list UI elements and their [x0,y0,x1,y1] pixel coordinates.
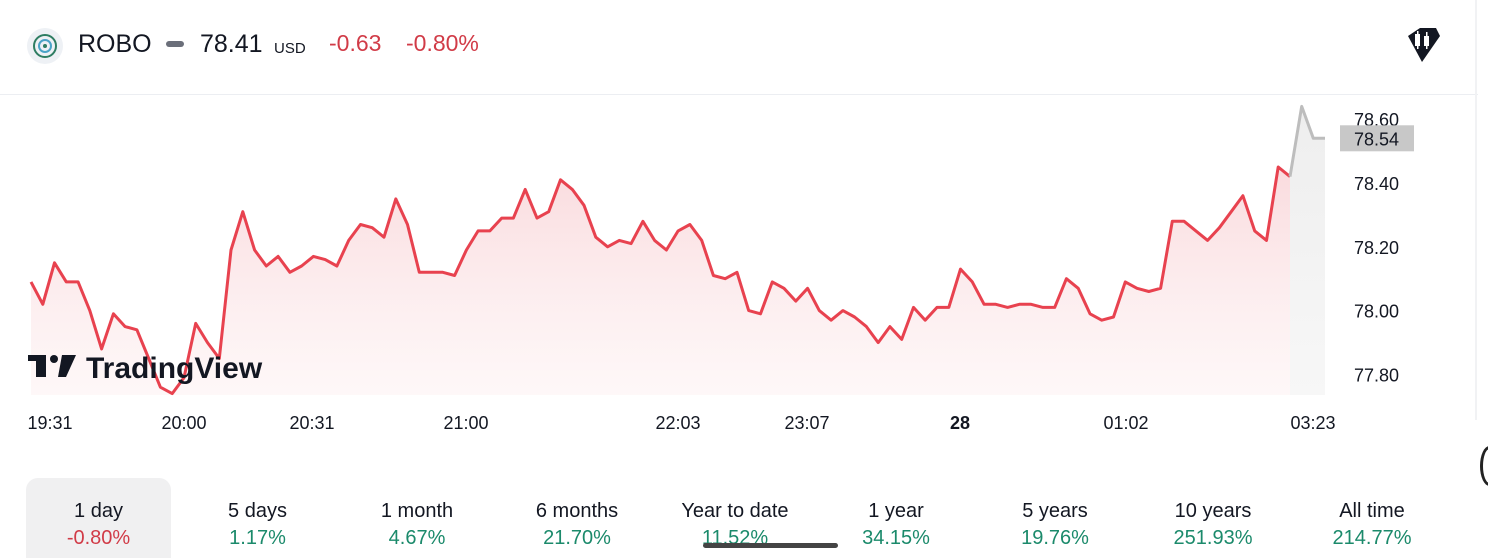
x-tick-label: 03:23 [1290,413,1335,433]
watermark-text: TradingView [86,352,263,385]
price-change-percent: -0.80% [406,30,479,56]
panel-divider [1475,0,1477,420]
range-tab-label: 1 day [74,500,123,522]
price-change: -0.63 [329,30,382,56]
range-tab-label: 6 months [535,500,619,522]
y-tick-label: 78.20 [1354,238,1399,258]
range-tab-change: 4.67% [388,527,446,549]
x-tick-label: 20:31 [289,413,334,433]
x-tick-label: 19:31 [27,413,72,433]
y-tick-label: 78.00 [1354,302,1399,322]
x-tick-label: 21:00 [443,413,488,433]
range-tab-10-years[interactable]: 10 years 251.93% [1133,478,1293,558]
range-tab-label: 5 days [228,500,287,522]
ticker-symbol: ROBO [78,30,152,58]
range-tab-label: 1 month [380,500,454,522]
tradingview-logo-icon [28,355,76,377]
range-tab-5-years[interactable]: 5 years 19.76% [975,478,1135,558]
x-tick-label: 01:02 [1103,413,1148,433]
quote-header: ROBO 78.41 USD -0.63 -0.80% [0,0,1478,95]
price-area-fill [31,167,1290,395]
candlestick-chart-icon[interactable] [1400,24,1446,66]
range-tab-1-day[interactable]: 1 day -0.80% [26,478,171,558]
last-price-label: 78.54 [1354,129,1399,149]
range-tab-6-months[interactable]: 6 months 21.70% [497,478,657,558]
y-tick-label: 78.40 [1354,174,1399,194]
x-tick-label: 23:07 [784,413,829,433]
range-tab-change: 21.70% [543,527,611,549]
after-hours-line [1288,104,1325,177]
range-tab-change: -0.80% [66,527,131,549]
price-line [29,165,1291,396]
range-tab-label: 5 years [1022,500,1088,522]
current-price: 78.41 [200,30,263,58]
range-tab-label: 10 years [1174,500,1252,522]
range-tab-change: 34.15% [862,527,930,549]
range-tab-1-year[interactable]: 1 year 34.15% [820,478,972,558]
range-tab-change: 19.76% [1021,527,1089,549]
range-tab-label: 1 year [868,500,924,522]
range-tab-1-month[interactable]: 1 month 4.67% [337,478,497,558]
range-tab-label: Year to date [681,500,789,522]
currency-label: USD [274,40,306,57]
last-price-badge [1340,125,1414,152]
scroll-indicator [703,543,838,548]
robo-logo-icon [27,28,63,64]
x-tick-label: 28 [950,413,970,433]
market-status-dash-icon [166,41,184,47]
range-tab-label: All time [1339,500,1405,522]
price-chart[interactable]: 78.60 78.40 78.20 78.00 77.80 78.54 19:31 20:0… [0,95,1470,440]
range-tab-change: 214.77% [1332,527,1412,549]
x-tick-label: 20:00 [161,413,206,433]
edge-handle [1480,446,1488,486]
y-tick-label: 77.80 [1354,365,1399,385]
range-tab-5-days[interactable]: 5 days 1.17% [185,478,330,558]
tradingview-watermark: TradingView [28,352,263,385]
x-tick-label: 22:03 [655,413,700,433]
after-hours-area-fill [1290,106,1325,396]
y-tick-label: 78.60 [1354,110,1399,130]
range-tab-all-time[interactable]: All time 214.77% [1292,478,1452,558]
range-tab-change: 251.93% [1173,527,1253,549]
range-tab-change: 1.17% [229,527,286,549]
